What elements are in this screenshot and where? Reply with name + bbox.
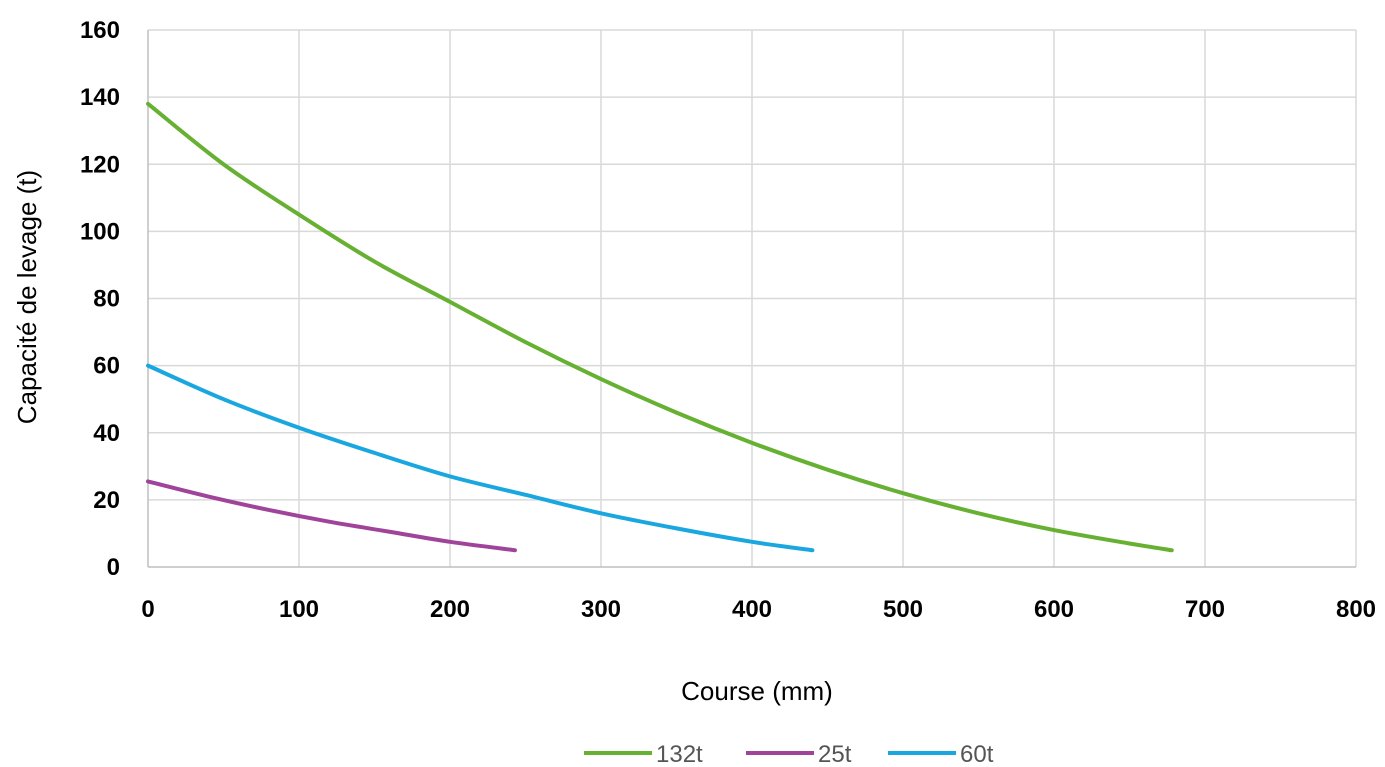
y-axis-title: Capacité de levage (t) [12, 170, 42, 424]
x-tick-label: 700 [1185, 596, 1225, 623]
x-tick-label: 300 [581, 596, 621, 623]
x-tick-label: 400 [732, 596, 772, 623]
y-tick-label: 40 [93, 420, 120, 447]
y-tick-label: 140 [80, 84, 120, 111]
axes [147, 30, 1356, 568]
y-tick-label: 100 [80, 218, 120, 245]
x-tick-label: 0 [141, 596, 154, 623]
tick-labels: 0 20 40 60 80 100 120 140 160 0 100 200 300 400 500 600… [80, 17, 1376, 623]
series-line-25t [146, 479, 517, 553]
y-tick-label: 160 [80, 17, 120, 44]
x-tick-label: 600 [1034, 596, 1074, 623]
x-axis-title: Course (mm) [681, 676, 833, 706]
y-tick-label: 60 [93, 353, 120, 380]
legend-label: 60t [960, 741, 994, 767]
legend-label: 132t [656, 741, 703, 767]
x-tick-label: 800 [1336, 596, 1376, 623]
y-tick-label: 0 [107, 554, 120, 581]
series-line-60t [146, 363, 815, 553]
y-tick-label: 80 [93, 286, 120, 313]
legend-label: 25t [818, 741, 852, 767]
y-tick-label: 20 [93, 487, 120, 514]
y-tick-label: 120 [80, 151, 120, 178]
series-line-132t [146, 101, 1174, 553]
x-tick-label: 500 [883, 596, 923, 623]
x-tick-label: 100 [279, 596, 319, 623]
x-tick-label: 200 [430, 596, 470, 623]
gridlines [148, 29, 1357, 567]
series-lines [146, 101, 1174, 553]
legend: 132t 25t 60t [584, 741, 994, 767]
